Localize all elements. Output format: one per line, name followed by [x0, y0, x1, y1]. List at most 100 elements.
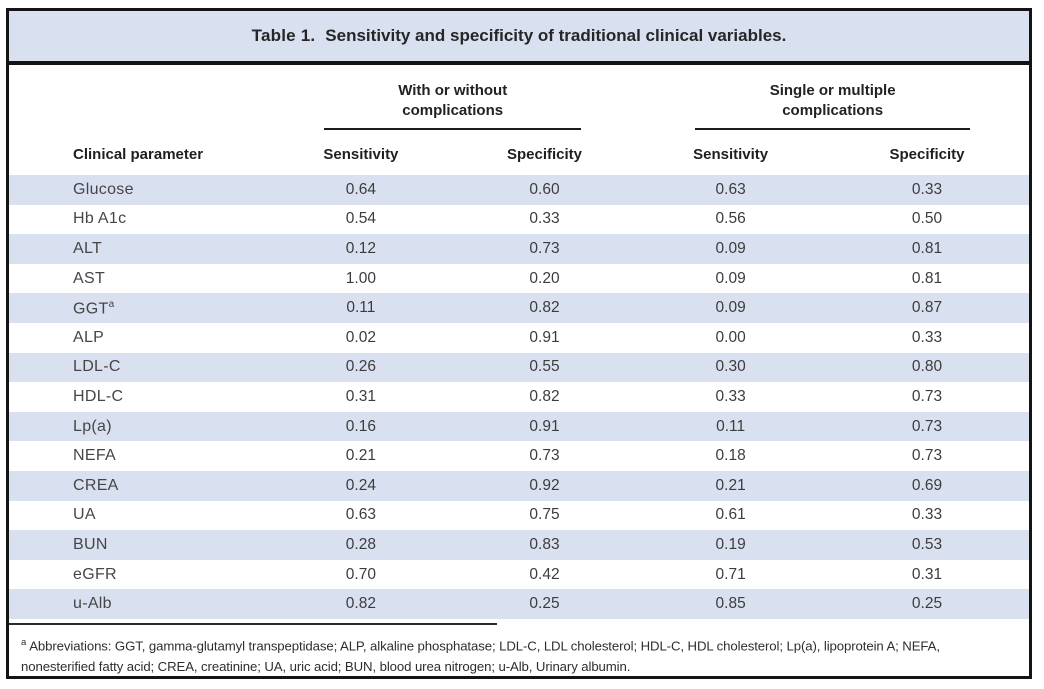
footnote-text: Abbreviations: GGT, gamma-glutamyl trans… [21, 638, 940, 674]
value-cell: 0.02 [345, 328, 376, 346]
group-header-1-label: With or without complications [398, 82, 508, 119]
table-frame: Table 1. Sensitivity and specificity of … [6, 8, 1032, 679]
table-row: GGTa 0.11 0.82 0.09 0.87 [9, 293, 1029, 323]
value-cell: 0.73 [529, 239, 560, 257]
value-cell: 0.25 [529, 595, 560, 613]
value-cell: 0.63 [715, 180, 746, 198]
group-header-2-label: Single or multiple complications [769, 82, 896, 119]
group-header-spacer [9, 77, 269, 130]
table-title-bar: Table 1. Sensitivity and specificity of … [9, 11, 1029, 65]
value-cell: 0.82 [529, 387, 560, 405]
value-cell: 0.55 [529, 358, 560, 376]
value-cell: 0.50 [911, 210, 943, 228]
param-cell: eGFR [73, 565, 117, 583]
value-cell: 0.11 [716, 417, 746, 435]
group-header-1-rule [324, 128, 582, 130]
value-cell: 0.70 [345, 565, 376, 583]
value-cell: 0.25 [911, 595, 943, 613]
value-cell: 0.81 [911, 239, 943, 257]
param-cell: ALP [73, 328, 105, 346]
value-cell: 0.73 [911, 387, 943, 405]
param-cell: BUN [73, 535, 108, 553]
value-cell: 0.82 [345, 595, 376, 613]
table-bottom-rule [9, 622, 497, 625]
table-row: CREA 0.24 0.92 0.21 0.69 [9, 470, 1029, 501]
clinical-table: With or without complications Single or … [9, 77, 1029, 619]
value-cell: 0.73 [911, 417, 943, 435]
value-cell: 0.11 [346, 299, 376, 317]
value-cell: 0.91 [529, 328, 560, 346]
value-cell: 0.21 [345, 447, 376, 465]
value-cell: 0.00 [715, 328, 746, 346]
value-cell: 0.12 [345, 239, 376, 257]
table-row: eGFR 0.70 0.42 0.71 0.31 [9, 560, 1029, 590]
value-cell: 0.16 [345, 417, 376, 435]
value-cell: 0.31 [345, 387, 376, 405]
table-body: Glucose 0.64 0.60 0.63 0.33 Hb A1c 0.54 0.33 0.5… [9, 175, 1029, 619]
value-cell: 0.33 [911, 328, 943, 346]
column-header-specificity-2: Specificity [889, 146, 965, 163]
table-row: LDL-C 0.26 0.55 0.30 0.80 [9, 352, 1029, 383]
value-cell: 0.24 [345, 476, 376, 494]
param-cell: Glucose [73, 180, 134, 198]
value-cell: 0.85 [715, 595, 746, 613]
group-header-2-rule [695, 128, 971, 130]
value-cell: 0.92 [529, 476, 560, 494]
param-cell: GGTa [73, 298, 115, 317]
value-cell: 0.42 [529, 565, 560, 583]
group-header-1: With or without complications [269, 77, 636, 130]
value-cell: 0.83 [529, 535, 560, 553]
value-cell: 0.69 [911, 476, 943, 494]
value-cell: 0.31 [911, 565, 943, 583]
value-cell: 0.09 [715, 269, 746, 287]
table-row: BUN 0.28 0.83 0.19 0.53 [9, 530, 1029, 560]
table-row: ALP 0.02 0.91 0.00 0.33 [9, 323, 1029, 353]
param-cell: ALT [73, 239, 103, 257]
column-header-specificity-1: Specificity [506, 146, 582, 163]
table-row: AST 1.00 0.20 0.09 0.81 [9, 264, 1029, 294]
footnote: a Abbreviations: GGT, gamma-glutamyl tran… [9, 625, 1029, 677]
column-header-parameter: Clinical parameter [73, 146, 204, 163]
value-cell: 0.30 [715, 358, 746, 376]
value-cell: 0.82 [529, 299, 560, 317]
value-cell: 0.18 [715, 447, 746, 465]
param-cell: Hb A1c [73, 210, 127, 228]
value-cell: 0.91 [529, 417, 560, 435]
param-cell: AST [73, 269, 106, 287]
value-cell: 0.33 [715, 387, 746, 405]
param-cell: Lp(a) [73, 417, 112, 435]
table-row: Glucose 0.64 0.60 0.63 0.33 [9, 175, 1029, 205]
table-caption: Sensitivity and specificity of tradition… [325, 26, 787, 45]
value-cell: 0.60 [529, 180, 560, 198]
value-cell: 0.73 [529, 447, 560, 465]
param-cell: NEFA [73, 447, 116, 465]
value-cell: 0.09 [715, 239, 746, 257]
param-cell: u-Alb [73, 595, 112, 613]
value-cell: 0.87 [911, 299, 943, 317]
param-cell: UA [73, 506, 96, 524]
value-cell: 0.26 [345, 358, 376, 376]
value-cell: 0.80 [911, 358, 943, 376]
value-cell: 0.73 [911, 447, 943, 465]
value-cell: 0.53 [911, 535, 943, 553]
table-row: ALT 0.12 0.73 0.09 0.81 [9, 234, 1029, 264]
group-header-row: With or without complications Single or … [9, 77, 1029, 130]
value-cell: 0.64 [345, 180, 376, 198]
value-cell: 1.00 [345, 269, 376, 287]
param-cell: CREA [73, 476, 119, 494]
table-row: NEFA 0.21 0.73 0.18 0.73 [9, 441, 1029, 471]
value-cell: 0.33 [911, 506, 943, 524]
value-cell: 0.20 [529, 269, 560, 287]
value-cell: 0.21 [715, 476, 746, 494]
param-superscript: a [108, 298, 115, 310]
value-cell: 0.28 [345, 535, 376, 553]
column-header-sensitivity-2: Sensitivity [693, 146, 769, 163]
value-cell: 0.81 [911, 269, 943, 287]
table-row: Hb A1c 0.54 0.33 0.56 0.50 [9, 205, 1029, 235]
footnote-marker: a [21, 636, 27, 648]
table-row: Lp(a) 0.16 0.91 0.11 0.73 [9, 411, 1029, 442]
value-cell: 0.71 [715, 565, 746, 583]
column-header-sensitivity-1: Sensitivity [323, 146, 399, 163]
table-row: HDL-C 0.31 0.82 0.33 0.73 [9, 382, 1029, 412]
value-cell: 0.54 [345, 210, 376, 228]
